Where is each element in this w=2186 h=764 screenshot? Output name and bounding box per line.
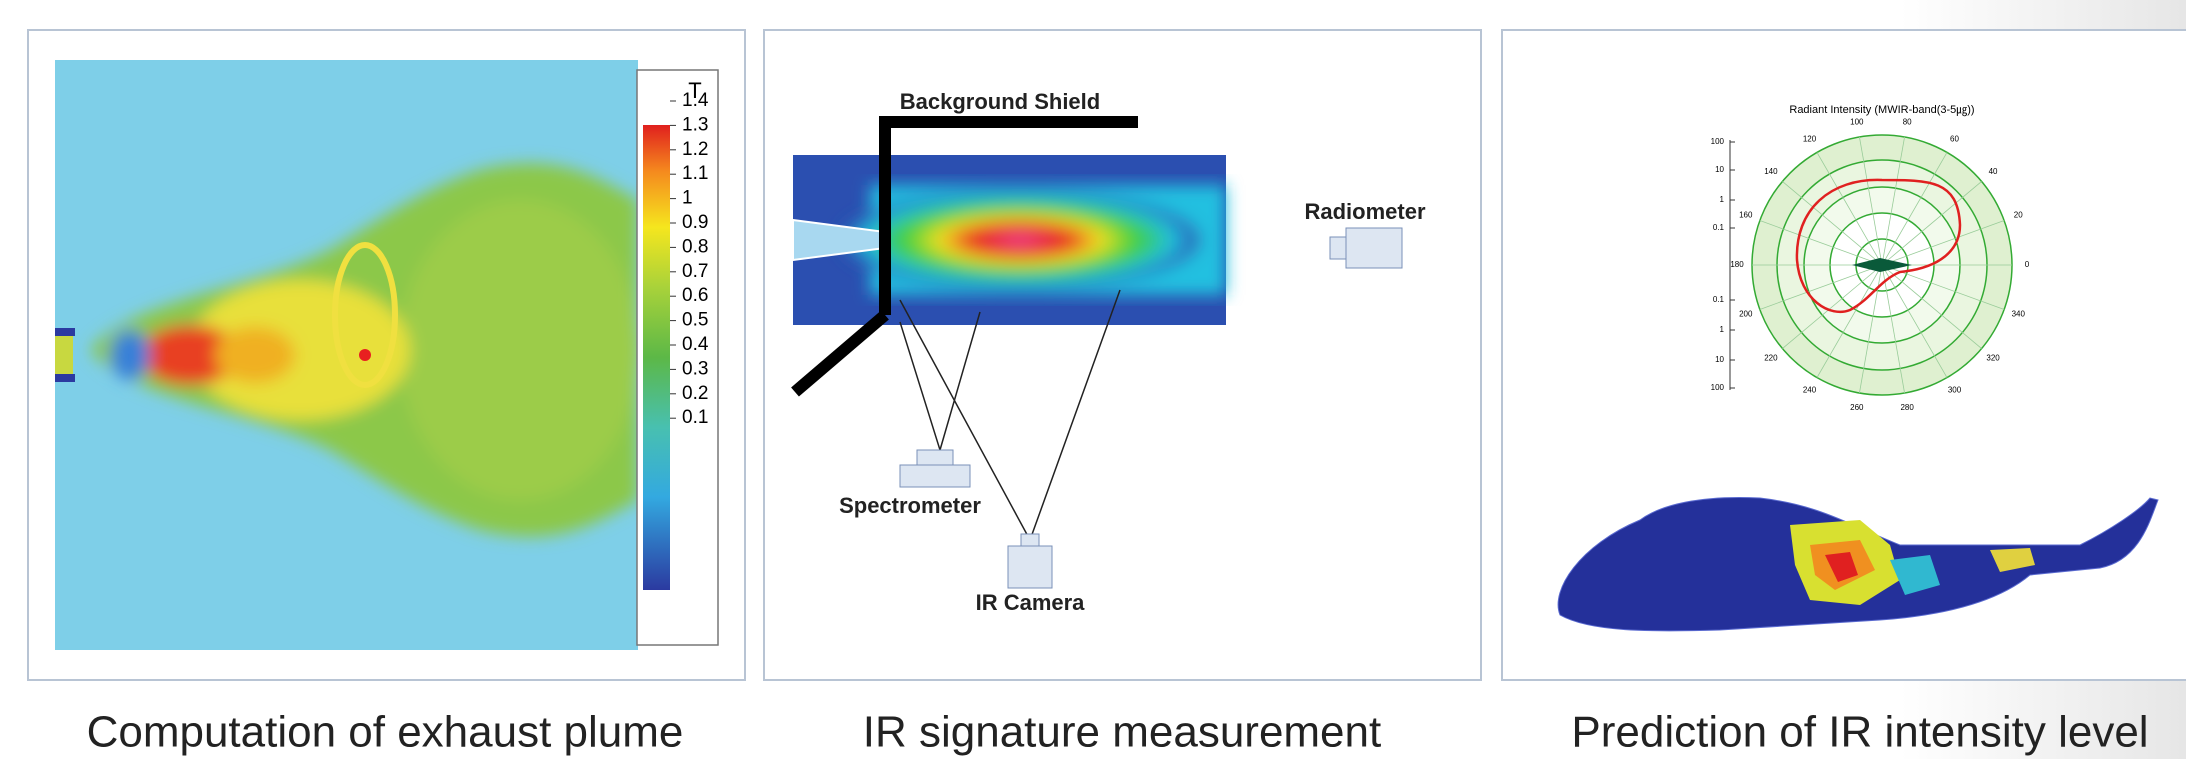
- angle-label: 300: [1948, 386, 1962, 395]
- label: Radiometer: [1304, 199, 1425, 224]
- angle-label: 60: [1950, 135, 1959, 144]
- page: {"panels": [ {"caption": "Computation of…: [0, 0, 2186, 759]
- colorbar-tick-label: 0.7: [682, 261, 708, 282]
- colorbar-tick-label: 1.4: [682, 90, 709, 111]
- colorbar-tick-label: 1.3: [682, 114, 708, 135]
- colorbar-tick-label: 0.4: [682, 334, 709, 355]
- colorbar: [643, 125, 670, 590]
- radiometer-icon: [1330, 237, 1346, 259]
- radial-label: 100: [1711, 383, 1725, 392]
- figure: T 1.41.31.21.110.90.80.70.60.50.40.30.20…: [0, 0, 2186, 759]
- colorbar-tick-label: 1.2: [682, 139, 708, 160]
- angle-label: 160: [1739, 211, 1753, 220]
- angle-label: 20: [2014, 211, 2023, 220]
- nozzle: [55, 330, 73, 380]
- colorbar-tick-label: 0.9: [682, 212, 708, 233]
- label: Spectrometer: [839, 493, 981, 518]
- angle-label: 200: [1739, 310, 1753, 319]
- hot-spot: [359, 349, 371, 361]
- radial-label: 10: [1715, 355, 1724, 364]
- ir-plume: [840, 185, 1226, 295]
- panel-plume: T 1.41.31.21.110.90.80.70.60.50.40.30.20…: [28, 30, 745, 757]
- angle-label: 40: [1989, 167, 1998, 176]
- radial-label: 1: [1720, 195, 1725, 204]
- angle-label: 280: [1900, 403, 1914, 412]
- angle-label: 340: [2012, 310, 2026, 319]
- colorbar-tick-label: 0.2: [682, 383, 708, 404]
- camera-icon: [1021, 534, 1039, 546]
- caption: Computation of exhaust plume: [87, 708, 684, 757]
- angle-label: 0: [2025, 260, 2030, 269]
- colorbar-tick-label: 1.1: [682, 163, 708, 184]
- panel-measurement: Background Shield Radiometer Spectromete…: [764, 30, 1481, 757]
- angle-label: 220: [1764, 353, 1778, 362]
- colorbar-tick-label: 0.6: [682, 285, 708, 306]
- polar-title: Radiant Intensity (MWIR-band(3-5㎍)): [1789, 104, 1974, 116]
- camera-icon: [1008, 546, 1052, 588]
- spectrometer-icon: [900, 465, 970, 487]
- colorbar-tick-label: 1: [682, 188, 693, 209]
- angle-label: 240: [1803, 386, 1817, 395]
- caption: IR signature measurement: [863, 708, 1381, 757]
- panel-prediction: Radiant Intensity (MWIR-band(3-5㎍)) 0 20 4…: [1502, 30, 2186, 757]
- angle-label: 120: [1803, 135, 1817, 144]
- angle-label: 100: [1850, 117, 1864, 126]
- angle-label: 180: [1730, 260, 1744, 269]
- colorbar-tick-label: 0.8: [682, 236, 708, 257]
- label: IR Camera: [976, 590, 1086, 615]
- colorbar-tick-label: 0.1: [682, 407, 708, 428]
- radial-label: 1: [1720, 325, 1725, 334]
- radial-label: 10: [1715, 165, 1724, 174]
- spectrometer-icon: [917, 450, 953, 465]
- nozzle-edge: [55, 374, 75, 382]
- colorbar-tick-label: 0.5: [682, 310, 708, 331]
- label: Background Shield: [900, 89, 1100, 114]
- nozzle-edge: [55, 328, 75, 336]
- angle-label: 140: [1764, 167, 1778, 176]
- radial-label: 0.1: [1713, 223, 1725, 232]
- radial-label: 100: [1711, 137, 1725, 146]
- polar-plot: [1752, 135, 2012, 395]
- angle-label: 320: [1986, 353, 2000, 362]
- angle-label: 260: [1850, 403, 1864, 412]
- radial-label: 0.1: [1713, 295, 1725, 304]
- angle-label: 80: [1903, 117, 1912, 126]
- caption: Prediction of IR intensity level: [1571, 708, 2148, 757]
- colorbar-tick-label: 0.3: [682, 358, 708, 379]
- radiometer-icon: [1346, 228, 1402, 268]
